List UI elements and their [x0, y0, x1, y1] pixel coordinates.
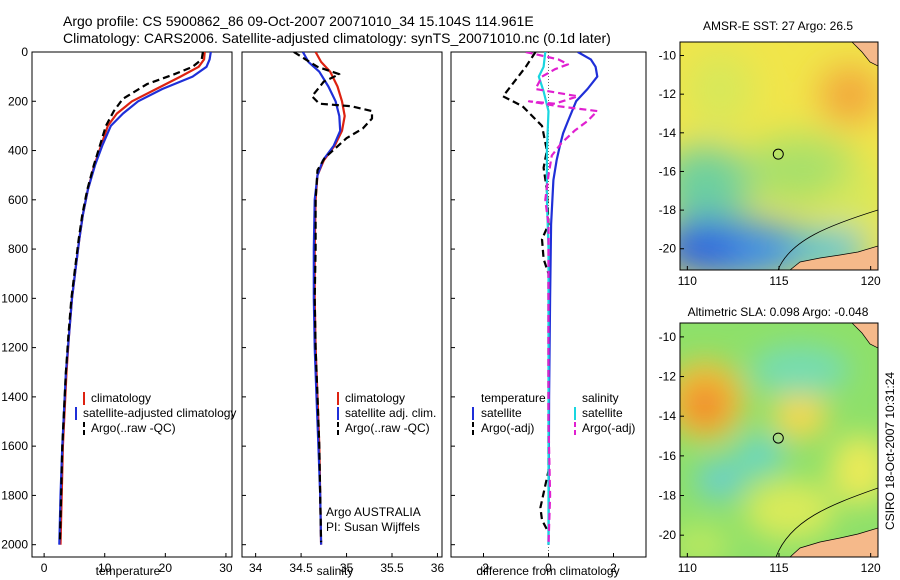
ytick-label: 600 [8, 193, 28, 207]
ytick-label: 800 [8, 242, 28, 256]
map-ytick-label: -10 [659, 49, 677, 63]
legend-header-salinity: salinity [582, 391, 619, 405]
difference-panel: -2 0 2 difference from climatology tempera… [450, 51, 647, 578]
legend-label-sal-argo: Argo(-adj) [582, 421, 635, 435]
map-ytick-label: -20 [659, 528, 677, 542]
ytick-label: 200 [8, 94, 28, 108]
xtick-label: 35 [340, 561, 354, 575]
map-xtick-label: 110 [678, 561, 697, 575]
xtick-label: 34 [249, 561, 263, 575]
series-line-salinity-argo-adj- [525, 52, 599, 545]
ytick-label: 2000 [1, 538, 28, 552]
map-xtick-label: 120 [861, 274, 881, 288]
temperature-legend: climatology satellite-adjusted climatolo… [75, 391, 236, 435]
figure-title-line2: Climatology: CARS2006. Satellite-adjuste… [63, 30, 611, 46]
sst-map-panel: AMSR-E SST: 27 Argo: 26.5 110 115 120 -10 -1… [659, 19, 881, 288]
legend-label-temp-satellite: satellite [481, 406, 522, 420]
map-ytick-label: -12 [659, 370, 677, 384]
sla-heatmap [680, 323, 878, 557]
pi-annotation: PI: Susan Wijffels [326, 520, 420, 534]
legend-label-argo: Argo(..raw -QC) [345, 421, 430, 435]
ytick-label: 1200 [1, 341, 28, 355]
ytick-label: 1600 [1, 439, 28, 453]
legend-label-temp-argo: Argo(-adj) [481, 421, 534, 435]
legend-header-temperature: temperature [481, 391, 546, 405]
xtick-label: 20 [159, 561, 173, 575]
legend-label-argo: Argo(..raw -QC) [91, 421, 176, 435]
timestamp-stamp: CSIRO 18-Oct-2007 10:31:24 [883, 372, 897, 530]
map-xtick-label: 120 [861, 561, 881, 575]
series-line-satellite-adj-clim- [301, 52, 342, 545]
xtick-label: 34.5 [289, 561, 313, 575]
map-ytick-label: -12 [659, 87, 677, 101]
salinity-panel: 34 34.5 35 35.5 36 salinity climatology sate… [241, 51, 445, 578]
legend-label-sal-satellite: satellite [582, 406, 623, 420]
ytick-label: 0 [21, 45, 28, 59]
map-ytick-label: -18 [659, 203, 677, 217]
ytick-label: 400 [8, 144, 28, 158]
salinity-axes-box [241, 51, 443, 558]
xtick-label: 2 [610, 561, 617, 575]
ytick-label: 1000 [1, 291, 28, 305]
ytick-label: 1400 [1, 390, 28, 404]
salinity-xlabel: salinity [317, 564, 354, 578]
temperature-xlabel: temperature [96, 564, 161, 578]
series-line-argo-raw-qc- [293, 52, 374, 543]
figure-title-line1: Argo profile: CS 5900862_86 09-Oct-2007 … [63, 13, 534, 29]
xtick-label: 0 [545, 561, 552, 575]
map-xtick-label: 110 [678, 274, 697, 288]
ytick-label: 1800 [1, 488, 28, 502]
map-ytick-label: -16 [659, 164, 677, 178]
series-line-temperature-satellite [547, 52, 599, 545]
xtick-label: 0 [41, 561, 48, 575]
xtick-label: -2 [478, 561, 489, 575]
legend-label-climatology: climatology [91, 391, 151, 405]
xtick-label: 35.5 [380, 561, 404, 575]
sst-argo-location-marker [772, 148, 784, 160]
map-ytick-label: -14 [659, 409, 677, 423]
map-xtick-label: 115 [769, 274, 788, 288]
legend-label-satellite: satellite-adjusted climatology [83, 406, 236, 420]
sla-argo-location-marker [772, 432, 784, 444]
difference-xlabel: difference from climatology [476, 564, 619, 578]
float-owner-annotation: Argo AUSTRALIA [326, 505, 421, 519]
map-ytick-label: -14 [659, 126, 677, 140]
map-ytick-label: -10 [659, 330, 677, 344]
series-line-satellite-adjusted-climatology [58, 52, 212, 545]
salinity-legend: climatology satellite adj. clim. Argo(..… [337, 391, 436, 435]
sla-map-panel: Altimetric SLA: 0.098 Argo: -0.048 110 11… [659, 305, 881, 575]
sst-map-title: AMSR-E SST: 27 Argo: 26.5 [703, 19, 853, 33]
sla-map-title: Altimetric SLA: 0.098 Argo: -0.048 [688, 305, 869, 319]
series-line-argo-raw-qc- [58, 52, 204, 543]
map-xtick-label: 115 [769, 561, 788, 575]
legend-label-satellite: satellite adj. clim. [345, 406, 436, 420]
map-ytick-label: -16 [659, 449, 677, 463]
map-ytick-label: -18 [659, 489, 677, 503]
xtick-label: 30 [219, 561, 233, 575]
temperature-panel: 0 10 20 30 0 200 400 600 800 1000 1200 1400 1600 1800… [1, 45, 236, 578]
sst-heatmap [680, 42, 878, 270]
xtick-label: 36 [431, 561, 445, 575]
xtick-label: 10 [98, 561, 112, 575]
temperature-axes-box [31, 51, 233, 558]
legend-label-climatology: climatology [345, 391, 405, 405]
map-ytick-label: -20 [659, 242, 677, 256]
difference-legend: temperature satellite Argo(-adj) salinit… [472, 391, 635, 435]
